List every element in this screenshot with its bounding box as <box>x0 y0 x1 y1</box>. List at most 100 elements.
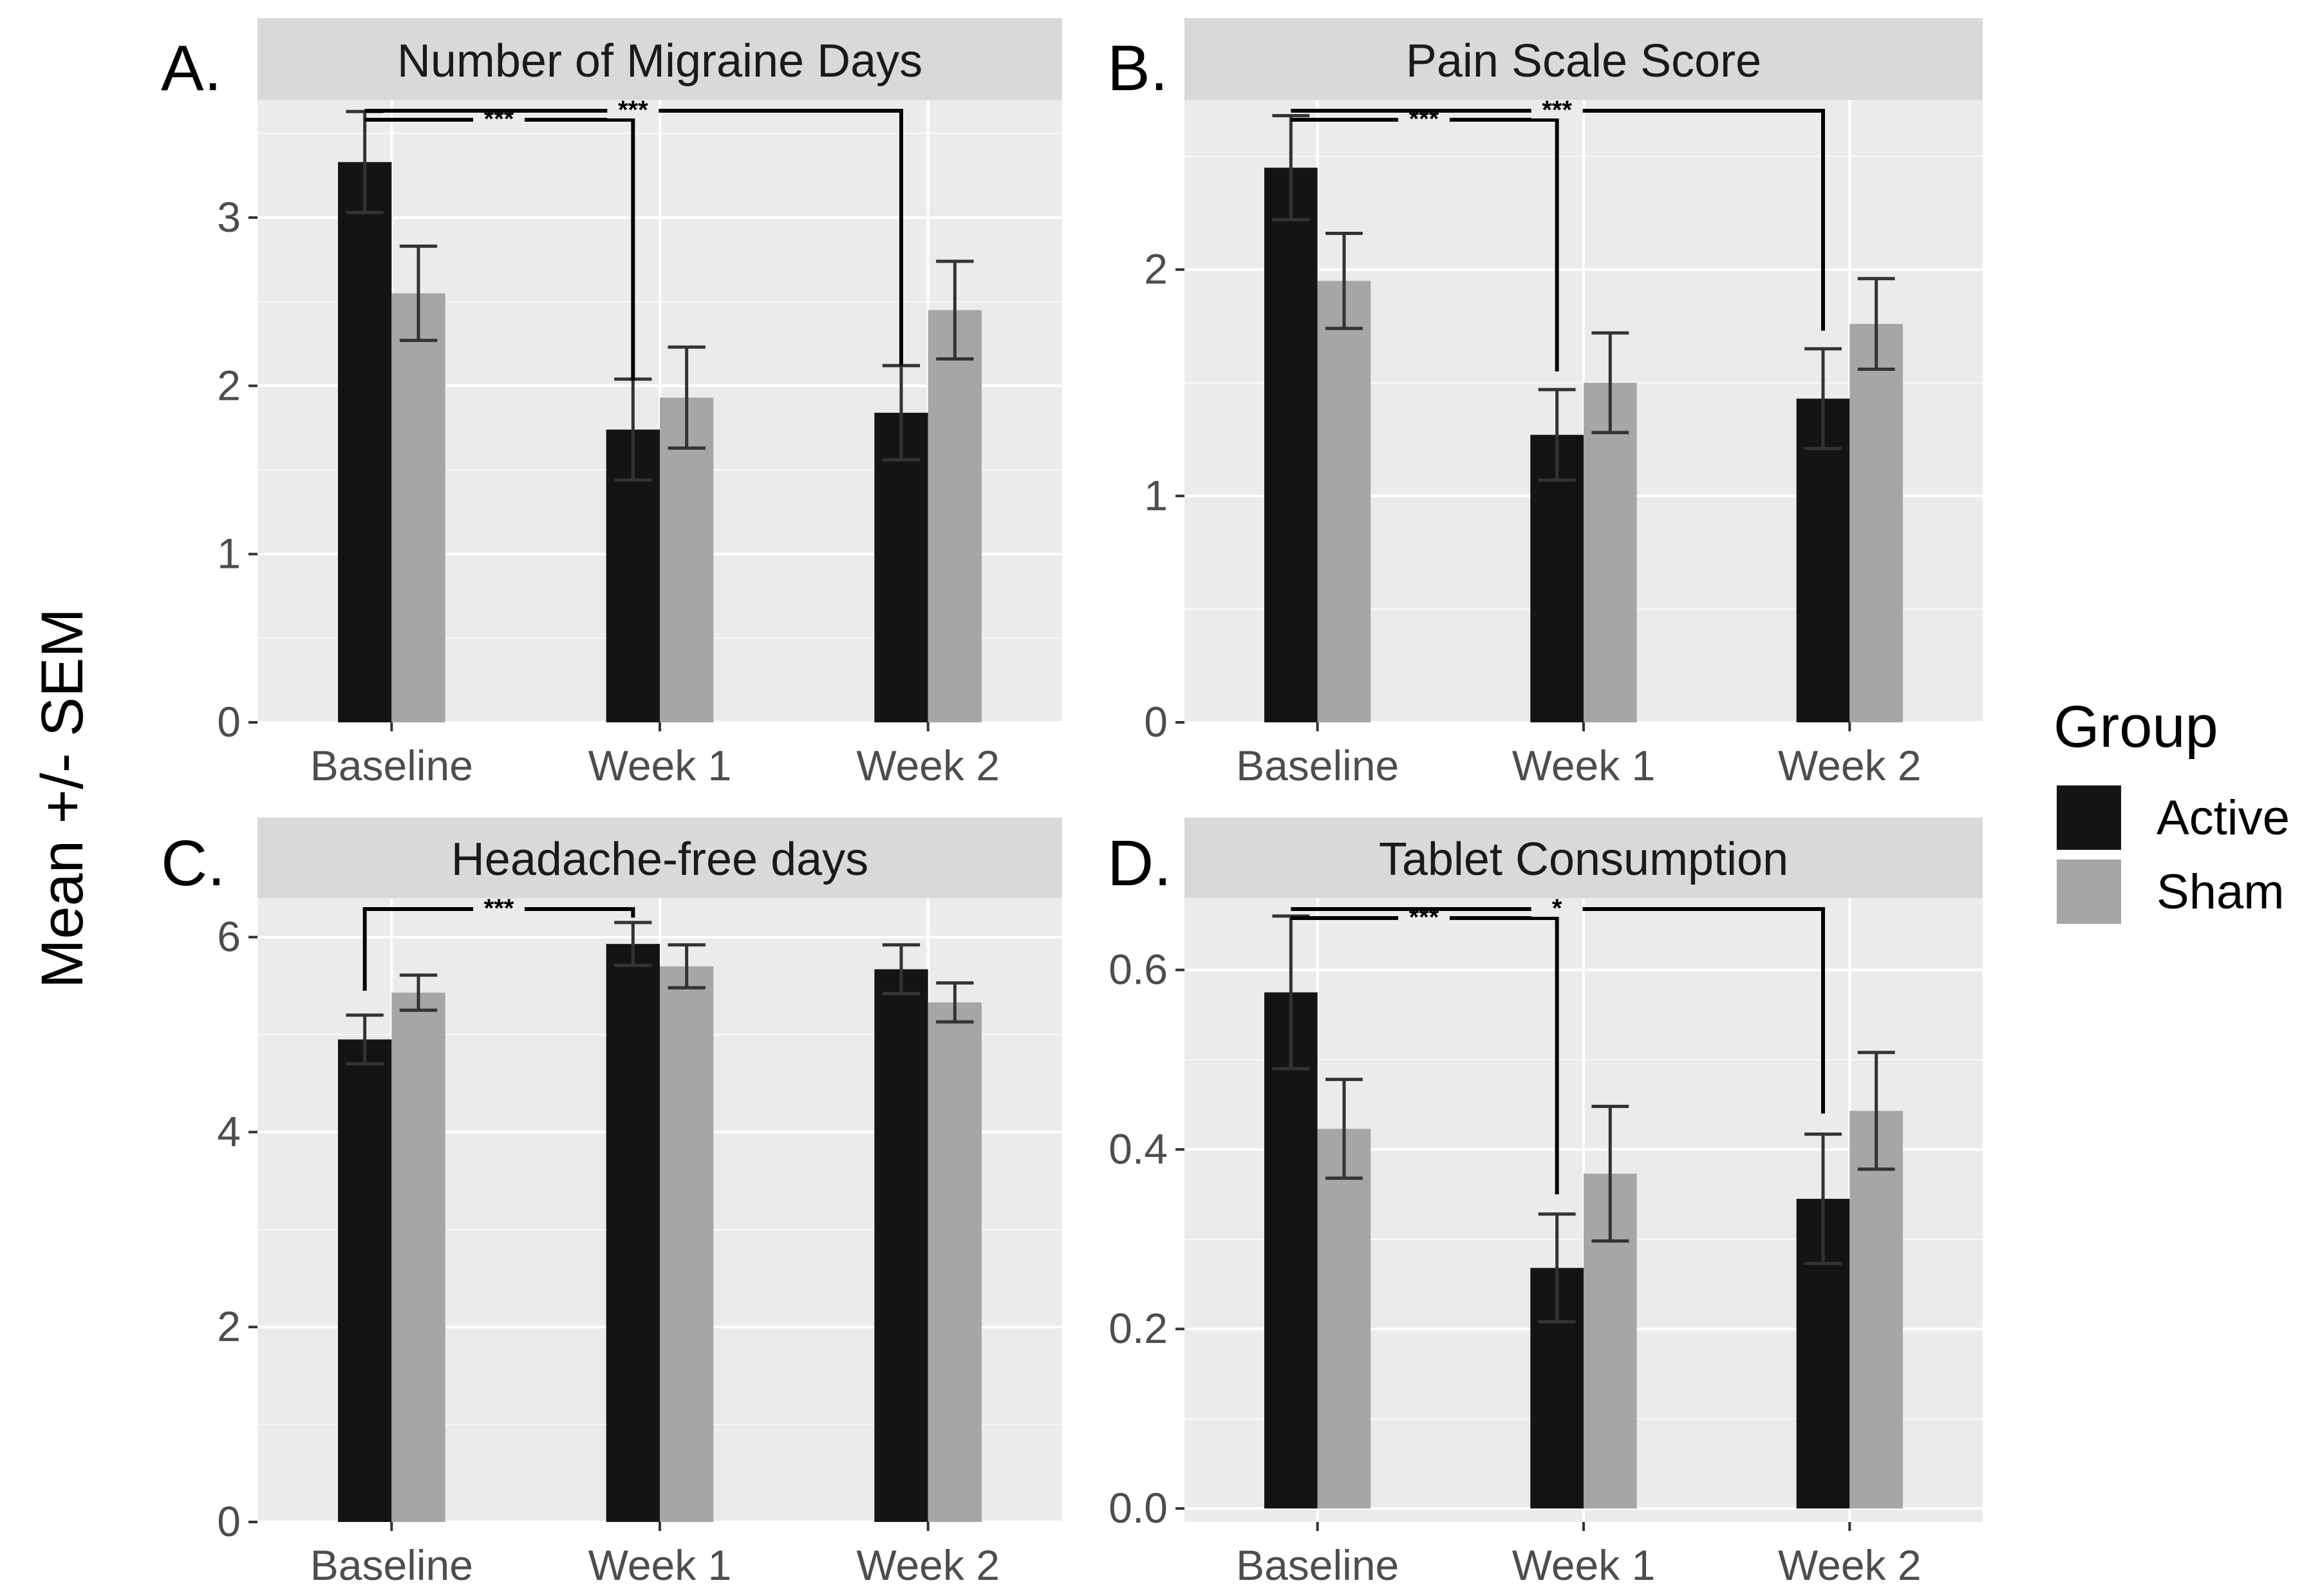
panel-title: Tablet Consumption <box>1379 834 1788 885</box>
panel-strip <box>257 18 1062 100</box>
panel-1: Number of Migraine Days A. 0 1 2 3 Baseline Wee… <box>161 18 1062 789</box>
panel-strip <box>1184 818 1983 898</box>
bar-active <box>338 1039 392 1522</box>
y-tick-label: 2 <box>217 1302 241 1350</box>
y-tick-label: 0.0 <box>1109 1484 1168 1532</box>
bar-active <box>606 944 660 1522</box>
y-tick-label: 0.6 <box>1109 946 1168 993</box>
error-bar <box>936 259 974 361</box>
error-bar <box>1538 388 1576 482</box>
panel-letter: C. <box>161 827 225 899</box>
significance-label-bg <box>1531 901 1583 917</box>
error-bar <box>1591 1104 1629 1243</box>
x-tick-label: Week 2 <box>856 742 1000 789</box>
bar-active <box>874 969 928 1522</box>
panel-letter: D. <box>1107 827 1172 899</box>
legend-title: Group <box>2054 694 2218 760</box>
significance-bracket <box>1291 907 1825 1114</box>
panel-2: Pain Scale Score B. 0 1 2 Baseline Week 1 Week … <box>1107 18 1983 789</box>
significance-bracket <box>1291 109 1825 331</box>
significance-label: *** <box>484 894 514 923</box>
significance-label-bg <box>1531 103 1583 118</box>
error-bar <box>1325 1078 1363 1180</box>
legend-label-sham: Sham <box>2157 865 2285 919</box>
y-tick-label: 4 <box>217 1107 241 1155</box>
y-tick-label: 0.2 <box>1109 1304 1168 1352</box>
significance-label: *** <box>618 96 648 124</box>
error-bar <box>668 943 706 990</box>
legend-label-active: Active <box>2157 791 2290 845</box>
x-tick-label: Week 1 <box>588 742 732 789</box>
significance-label: * <box>1552 894 1562 923</box>
error-bar <box>1272 914 1310 1071</box>
panel-title: Headache-free days <box>451 834 868 885</box>
bar-sham <box>1849 1111 1903 1509</box>
x-tick-label: Week 2 <box>1778 742 1922 789</box>
panel-3: Headache-free days C. 0 2 4 6 Baseline Week 1 We… <box>161 818 1062 1589</box>
legend-swatch-active <box>2057 785 2121 850</box>
bar-sham <box>1584 382 1637 722</box>
x-tick-label: Week 2 <box>1778 1541 1922 1589</box>
bar-active <box>1264 992 1318 1509</box>
error-bar <box>668 345 706 450</box>
error-bar <box>1538 1212 1576 1324</box>
y-tick-label: 0 <box>1144 698 1168 746</box>
significance-bracket <box>1291 916 1559 1195</box>
error-bar <box>399 973 438 1012</box>
panel-title: Pain Scale Score <box>1406 35 1761 87</box>
panel-strip <box>1184 18 1983 100</box>
panel-strip <box>257 818 1062 898</box>
error-bar <box>1804 1132 1842 1265</box>
bar-sham <box>1317 281 1371 722</box>
significance-bracket <box>1291 118 1559 371</box>
y-tick-label: 3 <box>217 193 241 241</box>
error-bar <box>1857 277 1895 371</box>
significance-label-bg <box>473 901 525 917</box>
bar-sham <box>1317 1129 1371 1509</box>
panel-4: Tablet Consumption D. 0.0 0.2 0.4 0.6 Baseline… <box>1107 818 1983 1589</box>
error-bar <box>614 921 652 967</box>
error-bar <box>1325 231 1363 330</box>
y-tick-label: 0.4 <box>1109 1125 1168 1172</box>
error-bar <box>346 1013 384 1066</box>
panel-letter: A. <box>161 32 221 104</box>
significance-label-bg <box>1398 910 1450 926</box>
y-tick-label: 2 <box>1144 245 1168 293</box>
x-tick-label: Baseline <box>1236 1541 1399 1589</box>
error-bar <box>936 981 974 1024</box>
significance-label-bg <box>1398 112 1450 127</box>
x-tick-label: Week 2 <box>856 1541 1000 1589</box>
panel-letter: B. <box>1107 32 1168 104</box>
bar-active <box>1796 399 1850 722</box>
significance-label-bg <box>473 112 525 127</box>
error-bar <box>1591 331 1629 435</box>
significance-bracket <box>364 109 903 366</box>
bar-active <box>1264 167 1318 722</box>
significance-label: *** <box>1542 96 1572 124</box>
error-bar <box>1857 1051 1895 1171</box>
error-bar <box>1804 347 1842 451</box>
y-tick-label: 2 <box>217 361 241 409</box>
legend-swatch-sham <box>2057 859 2121 924</box>
bar-active <box>874 413 928 722</box>
y-tick-label: 0 <box>217 1497 241 1545</box>
x-tick-label: Baseline <box>310 742 473 789</box>
bar-sham <box>660 397 714 722</box>
panel-title: Number of Migraine Days <box>397 35 922 87</box>
y-axis-label: Mean +/- SEM <box>30 608 95 989</box>
significance-label-bg <box>607 103 659 118</box>
legend: Group Active Sham <box>2054 694 2290 924</box>
y-tick-label: 1 <box>1144 471 1168 519</box>
bar-sham <box>660 966 714 1522</box>
bar-active <box>1530 435 1584 722</box>
bar-sham <box>391 293 445 722</box>
x-tick-label: Week 1 <box>588 1541 732 1589</box>
error-bar <box>882 943 921 995</box>
bar-sham <box>391 992 445 1522</box>
x-tick-label: Week 1 <box>1512 742 1656 789</box>
bar-active <box>338 162 392 722</box>
x-tick-label: Baseline <box>1236 742 1399 789</box>
y-tick-label: 6 <box>217 913 241 961</box>
significance-bracket <box>364 118 635 381</box>
